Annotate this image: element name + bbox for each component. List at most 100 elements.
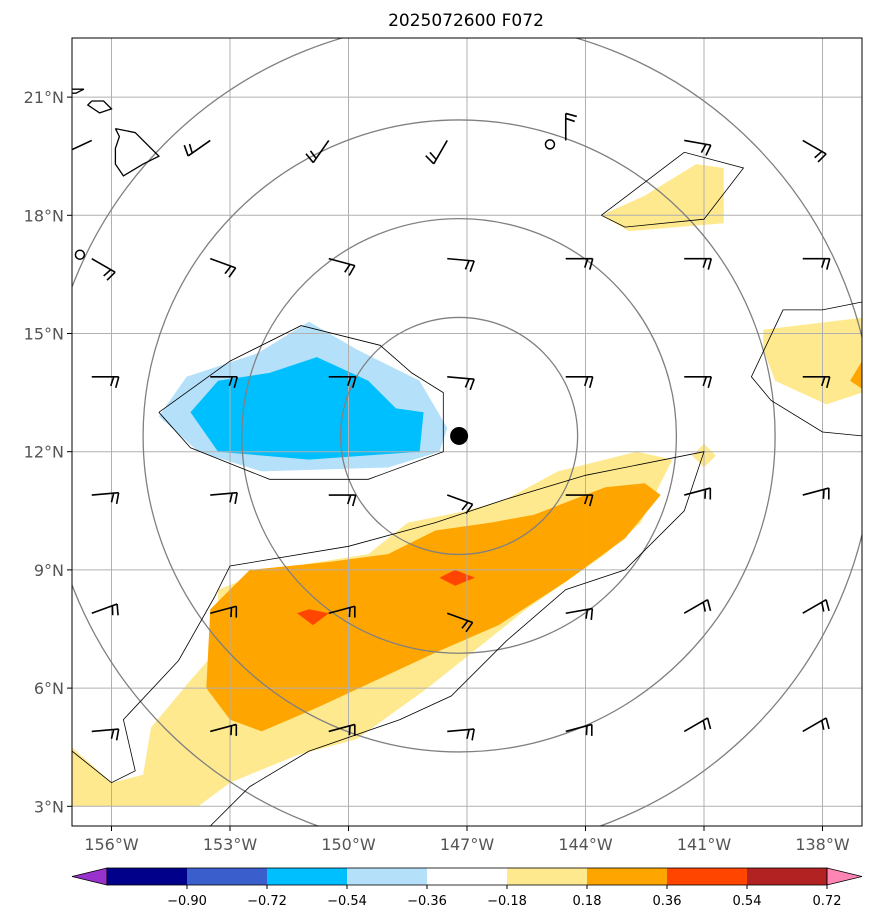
wind-barb: [802, 599, 830, 614]
barb-flag: [233, 376, 239, 389]
barb-flag: [825, 717, 830, 730]
barb-flag: [825, 599, 830, 611]
barb-half-flag: [585, 609, 589, 619]
wind-barb: [565, 723, 593, 736]
wind-barb: [72, 139, 93, 151]
barb-shaft: [91, 491, 119, 496]
y-tick-label: 9°N: [34, 561, 64, 580]
barb-half-flag: [188, 143, 193, 154]
barb-flag: [825, 258, 831, 270]
colorbar-swatch: [107, 868, 187, 885]
barb-flag: [116, 603, 119, 616]
barb-shaft: [328, 605, 356, 615]
barb-flag: [817, 153, 827, 163]
x-tick-label: 138°W: [795, 835, 850, 854]
barb-half-flag: [110, 729, 115, 739]
barb-shaft: [683, 599, 709, 614]
wind-barb: [210, 491, 238, 505]
island-outline: [72, 88, 85, 94]
colorbar-extend-min: [71, 867, 108, 886]
barb-flag: [590, 608, 594, 620]
barb-shaft: [802, 599, 827, 614]
colorbar-tick-label: 0.36: [653, 894, 682, 909]
barb-half-flag: [230, 725, 233, 736]
x-tick-label: 144°W: [558, 835, 613, 854]
barb-shaft: [72, 139, 93, 151]
wind-barb: [447, 728, 475, 741]
colorbar-frame: [106, 867, 828, 886]
wind-barb: [91, 257, 116, 281]
barb-half-flag: [821, 720, 825, 730]
contour-line: [750, 301, 862, 437]
barb-half-flag: [565, 117, 576, 123]
anomaly-region-pos-light: [763, 317, 862, 405]
barb-half-flag: [583, 258, 589, 268]
wind-barb: [446, 494, 474, 515]
wind-barb: [802, 257, 831, 270]
island-outline: [114, 127, 160, 177]
barb-half-flag: [346, 494, 352, 505]
y-tick-label: 12°N: [24, 443, 64, 462]
colorbar-swatch: [587, 868, 667, 885]
barb-flag: [471, 728, 475, 741]
wind-barb: [183, 139, 211, 157]
wind-barb: [684, 376, 713, 389]
axis-ticks: 156°W 153°W 150°W 147°W 144°W 141°W 138°W 3°N 6°…: [24, 88, 850, 854]
wind-barb: [210, 376, 239, 389]
barb-flag: [115, 492, 120, 505]
contour-line: [72, 451, 705, 826]
barb-half-flag: [348, 725, 351, 736]
colorbar-tick-label: −0.90: [167, 894, 207, 909]
x-tick-label: 153°W: [203, 835, 258, 854]
y-tick-label: 21°N: [24, 88, 64, 107]
anomaly-region-pos-high: [439, 569, 475, 586]
wind-barb: [91, 603, 119, 616]
wind-barb: [328, 376, 357, 389]
barb-shaft: [683, 717, 709, 733]
colorbar-swatch: [507, 868, 587, 885]
storm-center-marker: [450, 426, 469, 445]
barb-shaft: [447, 257, 475, 262]
colorbar-tick-label: 0.54: [733, 894, 762, 909]
barb-shaft: [312, 139, 330, 164]
barb-half-flag: [583, 494, 589, 505]
barb-half-flag: [820, 258, 826, 268]
barb-half-flag: [702, 602, 706, 612]
wind-barb: [802, 376, 831, 389]
contour-lines: [72, 151, 862, 826]
contour-line: [601, 151, 745, 228]
barb-shaft: [447, 728, 475, 733]
barb-flag: [234, 492, 238, 505]
x-tick-label: 141°W: [677, 835, 732, 854]
wind-barb: [802, 717, 830, 733]
barb-half-flag: [464, 378, 470, 388]
wind-barb: [328, 257, 356, 276]
barb-half-flag: [700, 143, 707, 153]
wind-barb: [684, 139, 712, 156]
wind-barb: [565, 257, 594, 270]
wind-barb: [91, 491, 120, 505]
barb-flag: [465, 622, 474, 633]
wind-barbs: [72, 112, 831, 741]
x-tick-label: 147°W: [440, 835, 495, 854]
barb-flag: [351, 376, 357, 389]
colorbar-tick-label: 0.72: [813, 894, 842, 909]
barb-flag: [348, 265, 356, 276]
colorbar-tick-label: 0.18: [573, 894, 602, 909]
barb-half-flag: [429, 151, 437, 161]
colorbar-swatch: [267, 868, 347, 885]
colorbar: −0.90 −0.72 −0.54 −0.36 −0.18 0.18 0.36 0.54 0.7…: [71, 867, 863, 909]
wind-barb: [565, 376, 594, 389]
calm-wind-circle: [544, 139, 556, 150]
barb-half-flag: [814, 150, 823, 159]
barb-half-flag: [822, 489, 825, 499]
barb-half-flag: [346, 376, 352, 387]
barb-half-flag: [110, 492, 115, 503]
barb-shaft: [328, 723, 356, 733]
barb-shaft: [684, 139, 711, 146]
contour-line: [158, 325, 444, 480]
barb-half-flag: [309, 150, 317, 159]
colorbar-swatch: [427, 868, 507, 885]
barb-shaft: [446, 494, 473, 506]
